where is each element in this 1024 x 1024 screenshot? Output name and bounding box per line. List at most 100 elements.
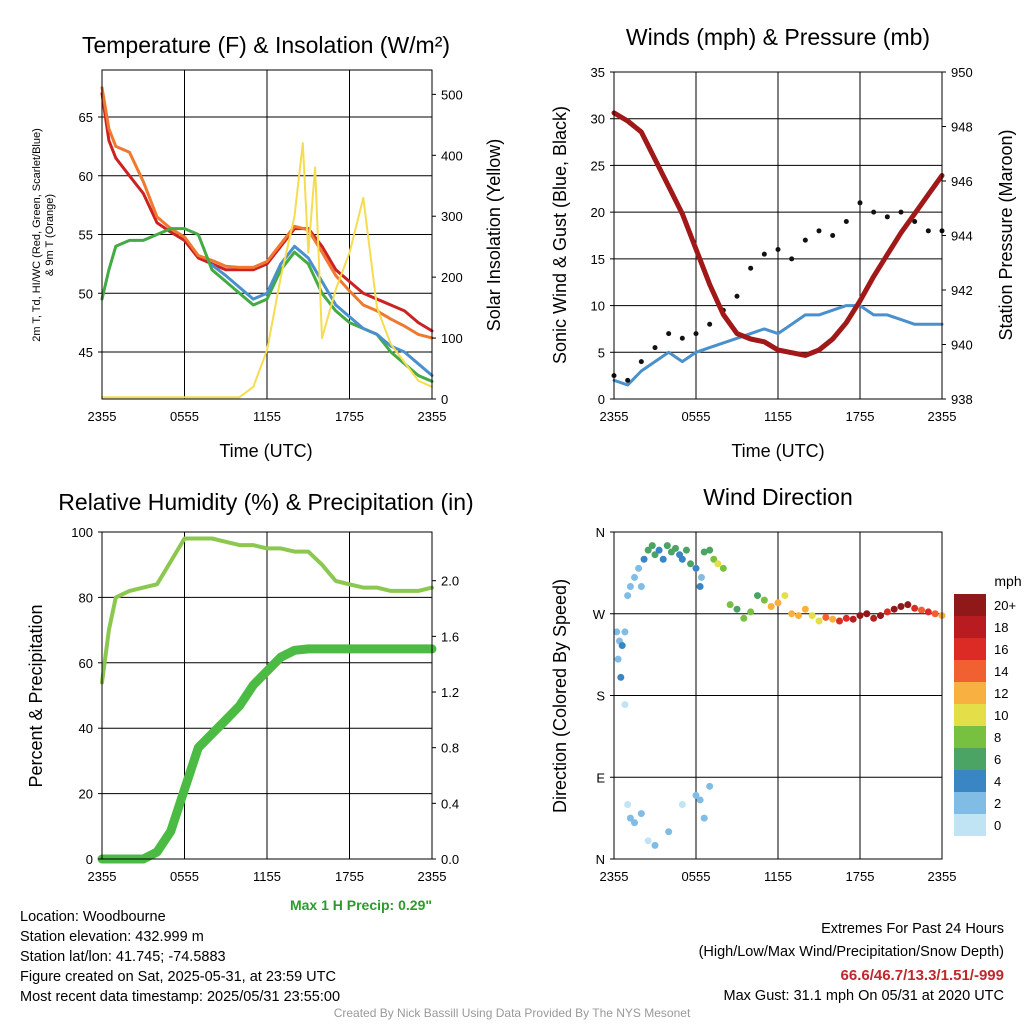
panel4-series	[613, 542, 946, 849]
panel1-xlabel: Time (UTC)	[219, 441, 312, 461]
y-right-tick-label: 200	[441, 270, 463, 285]
direction-point	[877, 612, 884, 620]
y-right-tick-label: 940	[951, 338, 973, 353]
direction-point	[706, 546, 714, 554]
panel4-ticks: 2355 0555 1155 1755 2355 N E S W N	[593, 525, 957, 884]
x-tick-label: 2355	[88, 409, 117, 424]
panel4-ylabel: Direction (Colored By Speed)	[550, 579, 570, 813]
colorbar-label: 12	[994, 686, 1008, 701]
direction-point	[640, 555, 648, 563]
colorbar-label: 0	[994, 818, 1001, 833]
gust-point	[789, 256, 795, 262]
x-tick-label: 0555	[682, 869, 711, 884]
extremes-heading: Extremes For Past 24 Hours	[821, 921, 1004, 937]
direction-point	[754, 592, 761, 600]
series-line-precipitation	[97, 644, 437, 864]
y-tick-label: 50	[79, 286, 93, 301]
x-tick-label: 1755	[846, 869, 875, 884]
x-tick-label: 1155	[764, 409, 792, 424]
credit-line: Created By Nick Bassill Using Data Provi…	[333, 1006, 691, 1020]
x-tick-label: 1755	[335, 409, 364, 424]
y-right-tick-label: 2.0	[441, 574, 459, 589]
direction-point	[795, 612, 802, 620]
series-line-hi-wc	[210, 244, 434, 377]
gust-point	[693, 331, 699, 337]
y-tick-label: 10	[591, 299, 605, 314]
station-location: Location: Woodbourne	[20, 909, 166, 925]
y-tick-label: N	[596, 852, 605, 867]
direction-point	[637, 583, 645, 590]
series-line-2m-t	[100, 92, 434, 333]
panel-winds: Winds (mph) & Pressure (mb) 2355 0555 1155…	[550, 24, 1016, 461]
y-tick-label: 0	[598, 392, 605, 407]
colorbar-label: 10	[994, 708, 1008, 723]
panel4-title: Wind Direction	[703, 484, 853, 510]
station-latlon: Station lat/lon: 41.745; -74.5883	[20, 949, 226, 965]
direction-point	[648, 542, 656, 550]
gust-point	[666, 331, 672, 337]
panel4-grid	[614, 532, 942, 859]
direction-point	[626, 814, 634, 822]
direction-point	[883, 608, 891, 616]
direction-point	[747, 608, 755, 616]
gust-point	[761, 251, 767, 257]
y-tick-label: 15	[591, 252, 605, 267]
panel3-frame	[101, 531, 433, 860]
y-tick-label: 55	[79, 228, 93, 243]
figure-created: Figure created on Sat, 2025-05-31, at 23…	[20, 969, 336, 985]
panel2-ylabel: Sonic Wind & Gust (Blue, Black)	[550, 106, 570, 364]
direction-point	[644, 837, 652, 845]
station-info: Location: Woodbourne Station elevation: …	[20, 907, 340, 1007]
gust-point	[802, 237, 808, 243]
x-tick-label: 2355	[600, 869, 629, 884]
series-line-sonic-wind	[612, 304, 944, 387]
direction-point	[687, 560, 695, 568]
direction-point	[815, 617, 823, 625]
direction-point	[678, 801, 686, 808]
direction-point	[624, 801, 632, 808]
y-right-tick-label: 944	[951, 229, 973, 244]
gust-point	[830, 233, 836, 238]
colorbar-label: 16	[994, 642, 1008, 657]
direction-point	[663, 542, 671, 550]
y-tick-label: 45	[79, 345, 93, 360]
panel1-ticks: 2355 0555 1155 1755 2355 45 50 55 60 65 0 100 200 300…	[79, 87, 463, 424]
direction-point	[644, 546, 652, 554]
direction-point	[774, 599, 782, 607]
colorbar-swatch	[954, 792, 986, 814]
panel3-title: Relative Humidity (%) & Precipitation (i…	[58, 489, 473, 515]
x-tick-label: 1155	[253, 409, 281, 424]
extremes-block: Extremes For Past 24 Hours (High/Low/Max…	[699, 918, 1004, 1005]
gust-point	[871, 209, 877, 215]
gust-point	[707, 321, 713, 327]
y-right-tick-label: 950	[951, 65, 973, 80]
x-tick-label: 2355	[418, 409, 447, 424]
colorbar-label: 4	[994, 774, 1001, 789]
y-right-tick-label: 948	[951, 120, 973, 135]
y-tick-label: 60	[79, 656, 93, 671]
colorbar-swatch	[954, 748, 986, 770]
direction-point	[696, 796, 704, 804]
direction-point	[631, 819, 638, 827]
direction-point	[714, 560, 722, 568]
direction-point	[692, 791, 700, 799]
gust-point	[638, 359, 644, 365]
series-line-relative-humidity	[100, 536, 434, 685]
gust-point	[734, 293, 740, 299]
extremes-subheading: (High/Low/Max Wind/Precipitation/Snow De…	[698, 944, 1004, 960]
direction-point	[672, 544, 679, 552]
panel3-ylabel: Percent & Precipitation	[26, 604, 46, 787]
x-tick-label: 1155	[253, 869, 281, 884]
series-line-station-pressure	[611, 110, 945, 358]
panel3-series	[97, 536, 437, 864]
panel-temperature: Temperature (F) & Insolation (W/m²) 2355…	[31, 32, 504, 461]
y-right-tick-label: 400	[441, 148, 463, 163]
x-tick-label: 1755	[846, 409, 875, 424]
colorbar-swatch	[954, 814, 986, 836]
direction-point	[618, 642, 626, 650]
y-tick-label: 40	[79, 721, 93, 736]
gust-point	[652, 345, 658, 351]
direction-point	[842, 614, 850, 622]
x-tick-label: 2355	[418, 869, 447, 884]
